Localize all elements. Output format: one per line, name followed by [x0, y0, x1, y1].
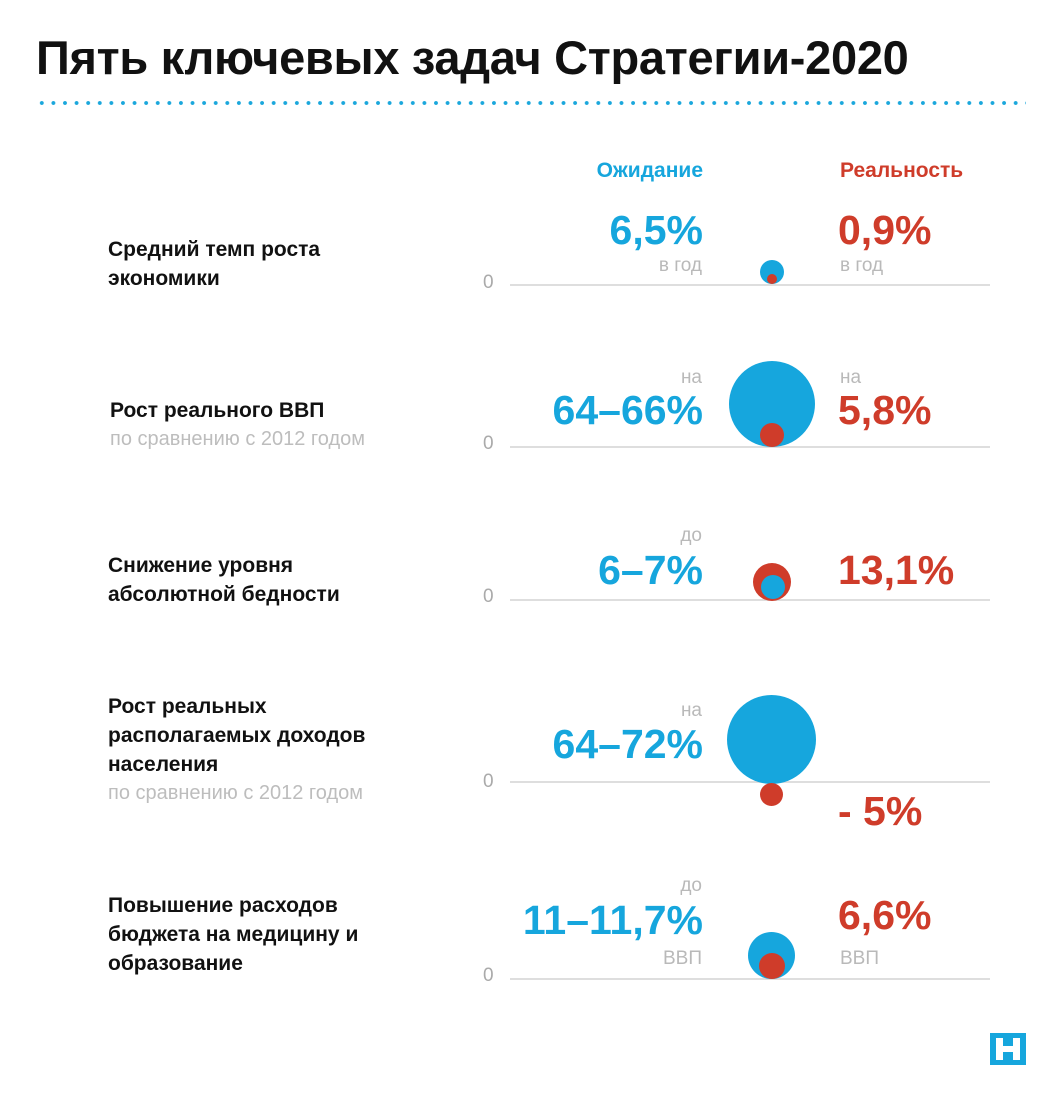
zero-tick-label: 0 — [483, 965, 494, 986]
zero-tick-label: 0 — [483, 272, 494, 293]
row-label-main: Рост реального ВВП — [110, 399, 325, 422]
legend-expectation: Ожидание — [596, 159, 703, 182]
row-label: Рост реальных располагаемых доходов насе… — [108, 692, 428, 807]
chart-title: Пять ключевых задач Стратегии-2020 — [36, 31, 909, 84]
reality-bubble — [767, 274, 777, 284]
expectation-value: 64–66% — [552, 387, 703, 433]
reality-prefix: на — [840, 367, 862, 388]
baseline — [510, 781, 990, 783]
zero-tick-label: 0 — [483, 433, 494, 454]
reality-bubble — [760, 783, 783, 806]
baseline — [510, 978, 990, 980]
reality-bubble — [759, 953, 785, 979]
newspaper-logo-icon — [990, 1033, 1026, 1065]
reality-value: 5,8% — [838, 387, 932, 433]
reality-value: 0,9% — [838, 207, 932, 253]
reality-bubble — [760, 423, 784, 447]
reality-unit: в год — [840, 255, 884, 276]
reality-unit: ВВП — [840, 948, 880, 969]
expectation-prefix: до — [680, 875, 702, 896]
legend-reality: Реальность — [840, 159, 964, 182]
row-label: Рост реального ВВП по сравнению с 2012 г… — [110, 396, 365, 453]
row-sublabel: по сравнению с 2012 годом — [108, 782, 364, 804]
zero-tick-label: 0 — [483, 771, 494, 792]
expectation-unit: ВВП — [662, 948, 702, 969]
expectation-bubble — [727, 695, 816, 784]
reality-value: 13,1% — [838, 547, 955, 593]
expectation-unit: в год — [658, 255, 702, 276]
expectation-value: 11–11,7% — [522, 897, 703, 943]
zero-tick-label: 0 — [483, 586, 494, 607]
row-label: Средний темп роста экономики — [108, 238, 321, 290]
baseline — [510, 599, 990, 601]
baseline — [510, 446, 990, 448]
row-label-main: Рост реальных располагаемых доходов насе… — [108, 695, 366, 776]
expectation-value: 64–72% — [552, 721, 703, 767]
expectation-prefix: на — [680, 700, 702, 721]
baseline — [510, 284, 990, 286]
expectation-prefix: до — [680, 525, 702, 546]
row-label: Снижение уровня абсолютной бедности — [108, 554, 340, 606]
reality-value: 6,6% — [838, 892, 932, 938]
reality-value: - 5% — [838, 788, 923, 834]
expectation-bubble — [761, 575, 785, 599]
row-sublabel: по сравнению с 2012 годом — [110, 428, 366, 450]
dotted-divider — [36, 100, 1026, 106]
expectation-value: 6,5% — [609, 207, 703, 253]
row-label: Повышение расходов бюджета на медицину и… — [108, 894, 359, 975]
expectation-prefix: на — [680, 367, 702, 388]
expectation-value: 6–7% — [598, 547, 703, 593]
